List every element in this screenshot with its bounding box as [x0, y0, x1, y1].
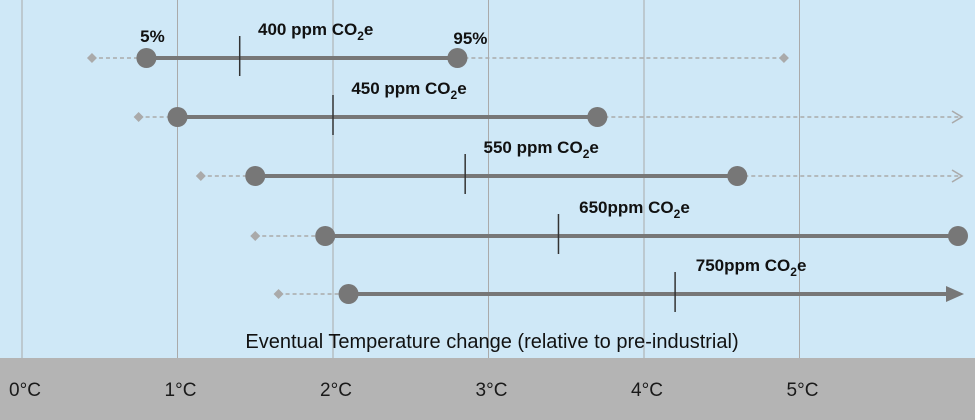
series-label: 750ppm CO2e [696, 256, 807, 279]
p95-label: 95% [453, 29, 487, 48]
tick-label: 1°C [165, 380, 197, 401]
series-range: 450 ppm CO2e [133, 79, 964, 135]
series-label: 650ppm CO2e [579, 198, 690, 221]
series-range: 750ppm CO2e [273, 256, 964, 312]
upper-tail-arrow [951, 169, 964, 183]
lower-tail-marker [133, 112, 144, 122]
tick-label: 0°C [9, 380, 41, 401]
p5-marker [338, 284, 359, 304]
lower-tail-marker [195, 171, 206, 181]
p5-label: 5% [140, 27, 165, 46]
series-label: 400 ppm CO2e [258, 20, 373, 43]
upper-tail-arrow [951, 110, 964, 124]
p5-marker [167, 107, 188, 127]
x-axis-label: Eventual Temperature change (relative to… [245, 331, 738, 353]
p95-marker [447, 48, 468, 68]
upper-tail-marker [778, 53, 789, 63]
p5-marker [245, 166, 266, 186]
p95-marker [727, 166, 748, 186]
tick-label: 3°C [476, 380, 508, 401]
p95-marker [587, 107, 608, 127]
tick-label: 5°C [787, 380, 819, 401]
tick-label: 2°C [320, 380, 352, 401]
lower-tail-marker [250, 231, 261, 241]
series-range: 400 ppm CO2e [86, 20, 789, 76]
lower-tail-marker [86, 53, 97, 63]
series-range: 550 ppm CO2e [195, 138, 964, 194]
series-label: 550 ppm CO2e [483, 138, 598, 161]
series-range: 650ppm CO2e [250, 198, 968, 254]
gridlines [21, 0, 800, 358]
p95-arrow [946, 286, 964, 302]
axis-band [0, 358, 975, 420]
p5-marker [136, 48, 157, 68]
tick-label: 4°C [631, 380, 663, 401]
p5-marker [315, 226, 336, 246]
series-ranges: 400 ppm CO2e 450 ppm CO2e 550 ppm CO2e 650p… [86, 20, 968, 312]
p95-marker [948, 226, 968, 246]
lower-tail-marker [273, 289, 284, 299]
x-axis-ticks: 0°C 1°C 2°C 3°C 4°C 5°C [9, 380, 818, 401]
series-label: 450 ppm CO2e [351, 79, 466, 102]
